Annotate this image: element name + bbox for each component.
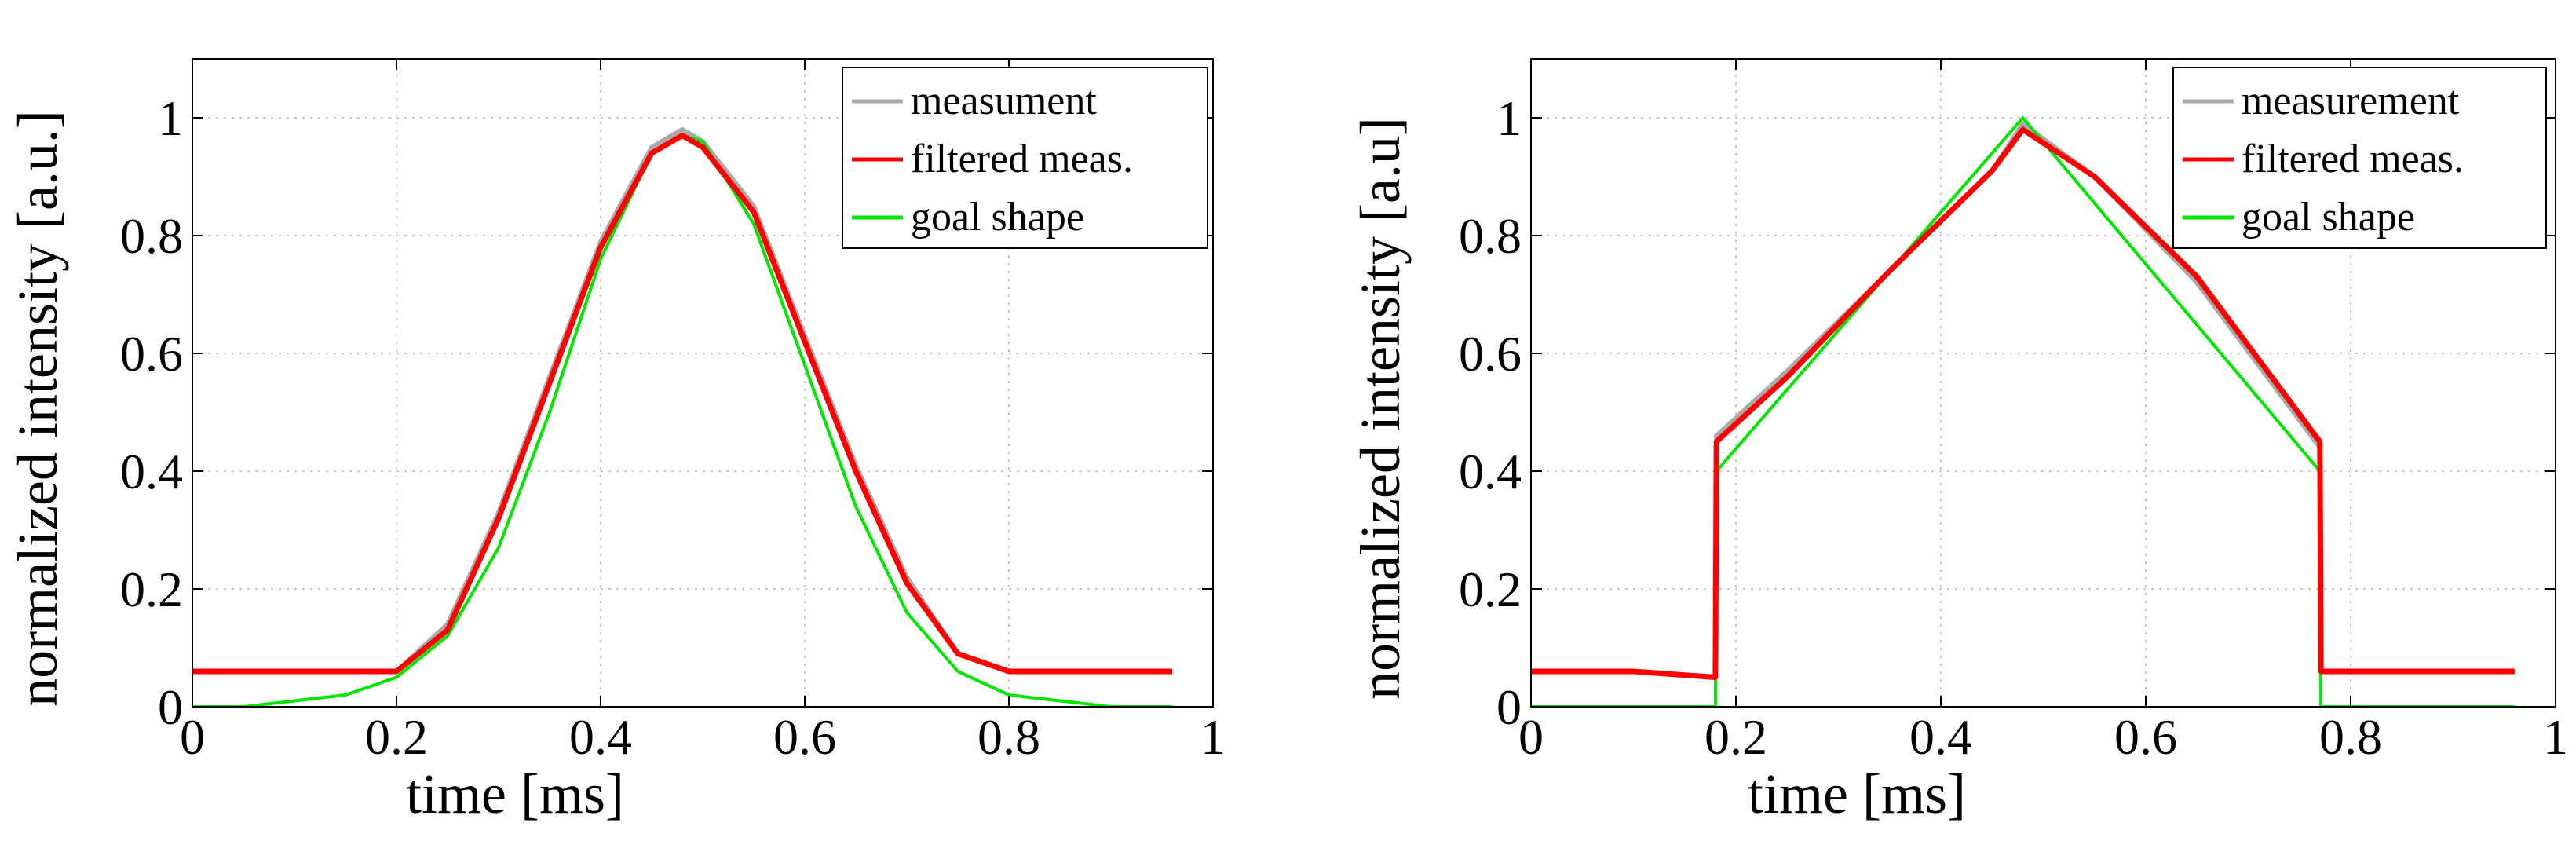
y-tick-label: 0.6 (120, 326, 183, 382)
x-tick-label: 1 (1200, 709, 1226, 765)
series-line-filtered (192, 133, 1172, 675)
y-tick-label: 0.2 (1459, 561, 1522, 617)
legend-label-filtered: filtered meas. (911, 137, 1133, 181)
y-tick-label: 0.8 (1459, 208, 1522, 264)
legend-label-goal: goal shape (2242, 195, 2415, 240)
x-tick-label: 0.4 (1909, 709, 1972, 765)
chart-right: normalized intensity [a.u] time [ms] 0 0.… (1349, 58, 2568, 825)
x-tick-label: 0.2 (365, 709, 428, 765)
x-tick-label: 0.8 (2319, 709, 2382, 765)
y-tick-label: 0.4 (1459, 444, 1522, 499)
plot-frame (192, 58, 1214, 708)
y-tick-label: 1 (158, 90, 183, 146)
x-axis-label: time [ms] (1748, 762, 1966, 825)
y-tick-label: 1 (1496, 90, 1522, 146)
y-axis-label: normalized intensity [a.u] (1349, 117, 1412, 700)
series-line-filtered (1531, 126, 2515, 680)
x-tick-label: 0.8 (977, 709, 1040, 765)
x-tick-label: 0.4 (569, 709, 632, 765)
plot-frame (1530, 58, 2556, 708)
y-tick-label: 0.8 (120, 208, 183, 264)
x-tick-label: 0 (180, 709, 205, 765)
x-tick-label: 0 (1518, 709, 1544, 765)
y-tick-label: 0.4 (120, 444, 183, 499)
legend-label-goal: goal shape (911, 195, 1084, 240)
x-axis-label: time [ms] (406, 762, 624, 825)
y-tick-label: 0 (158, 679, 183, 735)
legend-box (842, 67, 1208, 249)
legend-box (2172, 67, 2547, 249)
x-tick-label: 1 (2543, 709, 2568, 765)
x-tick-label: 0.6 (2114, 709, 2177, 765)
legend-label-filtered: filtered meas. (2242, 137, 2464, 181)
y-tick-label: 0.2 (120, 561, 183, 617)
legend-label-measurement: measurement (2242, 79, 2460, 123)
y-tick-label: 0 (1496, 679, 1522, 735)
legend-label-measurement: measument (911, 79, 1097, 123)
legend: measurement filtered meas. goal shape (2172, 67, 2547, 249)
y-tick-label: 0.6 (1459, 326, 1522, 382)
legend: measument filtered meas. goal shape (842, 67, 1208, 249)
x-tick-label: 0.6 (773, 709, 836, 765)
x-tick-label: 0.2 (1705, 709, 1767, 765)
y-axis-label: normalized intensity [a.u.] (6, 110, 69, 707)
